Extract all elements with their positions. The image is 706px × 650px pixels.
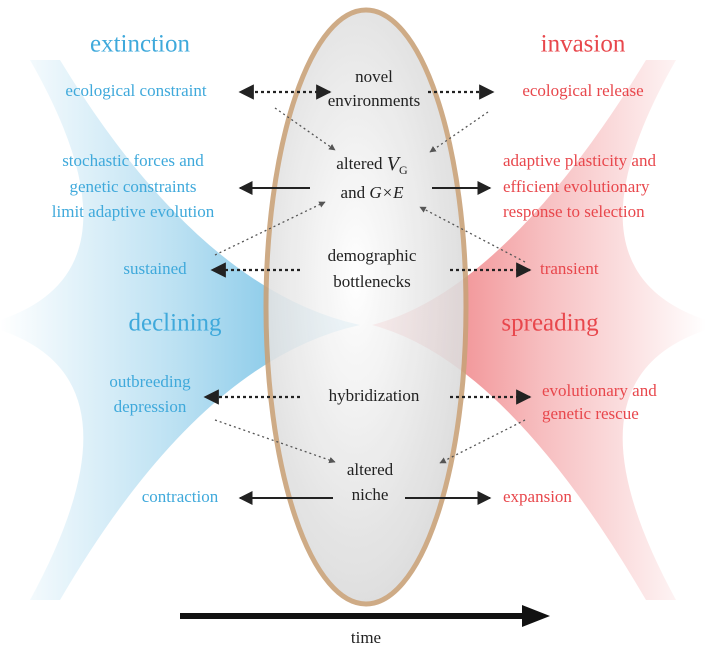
left-text: stochastic forces and bbox=[62, 151, 204, 170]
center-text: novel bbox=[355, 67, 393, 86]
sub: G bbox=[399, 163, 408, 177]
right-text: genetic rescue bbox=[542, 404, 639, 423]
left-text: genetic constraints bbox=[70, 177, 197, 196]
right-text: evolutionary and bbox=[542, 381, 657, 400]
right-text: ecological release bbox=[522, 81, 643, 100]
lens bbox=[263, 7, 469, 607]
center-text: altered bbox=[347, 460, 394, 479]
right-text: adaptive plasticity and bbox=[503, 151, 656, 170]
left-text: ecological constraint bbox=[65, 81, 206, 100]
center-text: niche bbox=[352, 485, 389, 504]
link bbox=[439, 419, 526, 464]
center-text: demographic bbox=[328, 246, 417, 265]
link bbox=[429, 111, 489, 153]
var: V bbox=[387, 153, 402, 175]
left-text: declining bbox=[128, 310, 222, 337]
axis-label: time bbox=[351, 628, 381, 647]
word: and bbox=[341, 183, 366, 202]
right-text: spreading bbox=[501, 310, 599, 337]
decline-cone bbox=[0, 60, 360, 600]
right-text: transient bbox=[540, 259, 599, 278]
time-arrowhead bbox=[522, 605, 550, 627]
link bbox=[214, 419, 336, 464]
center-text: environments bbox=[328, 91, 421, 110]
link bbox=[274, 107, 336, 151]
center-text: and G×E bbox=[341, 183, 405, 202]
spread-cone bbox=[372, 60, 706, 600]
left-text: depression bbox=[114, 397, 187, 416]
heading: extinction bbox=[90, 31, 190, 58]
left-text: limit adaptive evolution bbox=[52, 202, 215, 221]
center-text: hybridization bbox=[329, 386, 420, 405]
left-text: contraction bbox=[142, 487, 219, 506]
heading: invasion bbox=[541, 31, 626, 58]
left-text: outbreeding bbox=[109, 372, 191, 391]
expr: G×E bbox=[369, 183, 404, 202]
center-text: altered VG bbox=[336, 153, 408, 177]
link bbox=[214, 201, 326, 256]
center-text: bottlenecks bbox=[333, 272, 410, 291]
right-text: efficient evolutionary bbox=[503, 177, 650, 196]
right-text: response to selection bbox=[503, 202, 645, 221]
word: altered bbox=[336, 154, 383, 173]
right-text: expansion bbox=[503, 487, 572, 506]
left-text: sustained bbox=[123, 259, 187, 278]
